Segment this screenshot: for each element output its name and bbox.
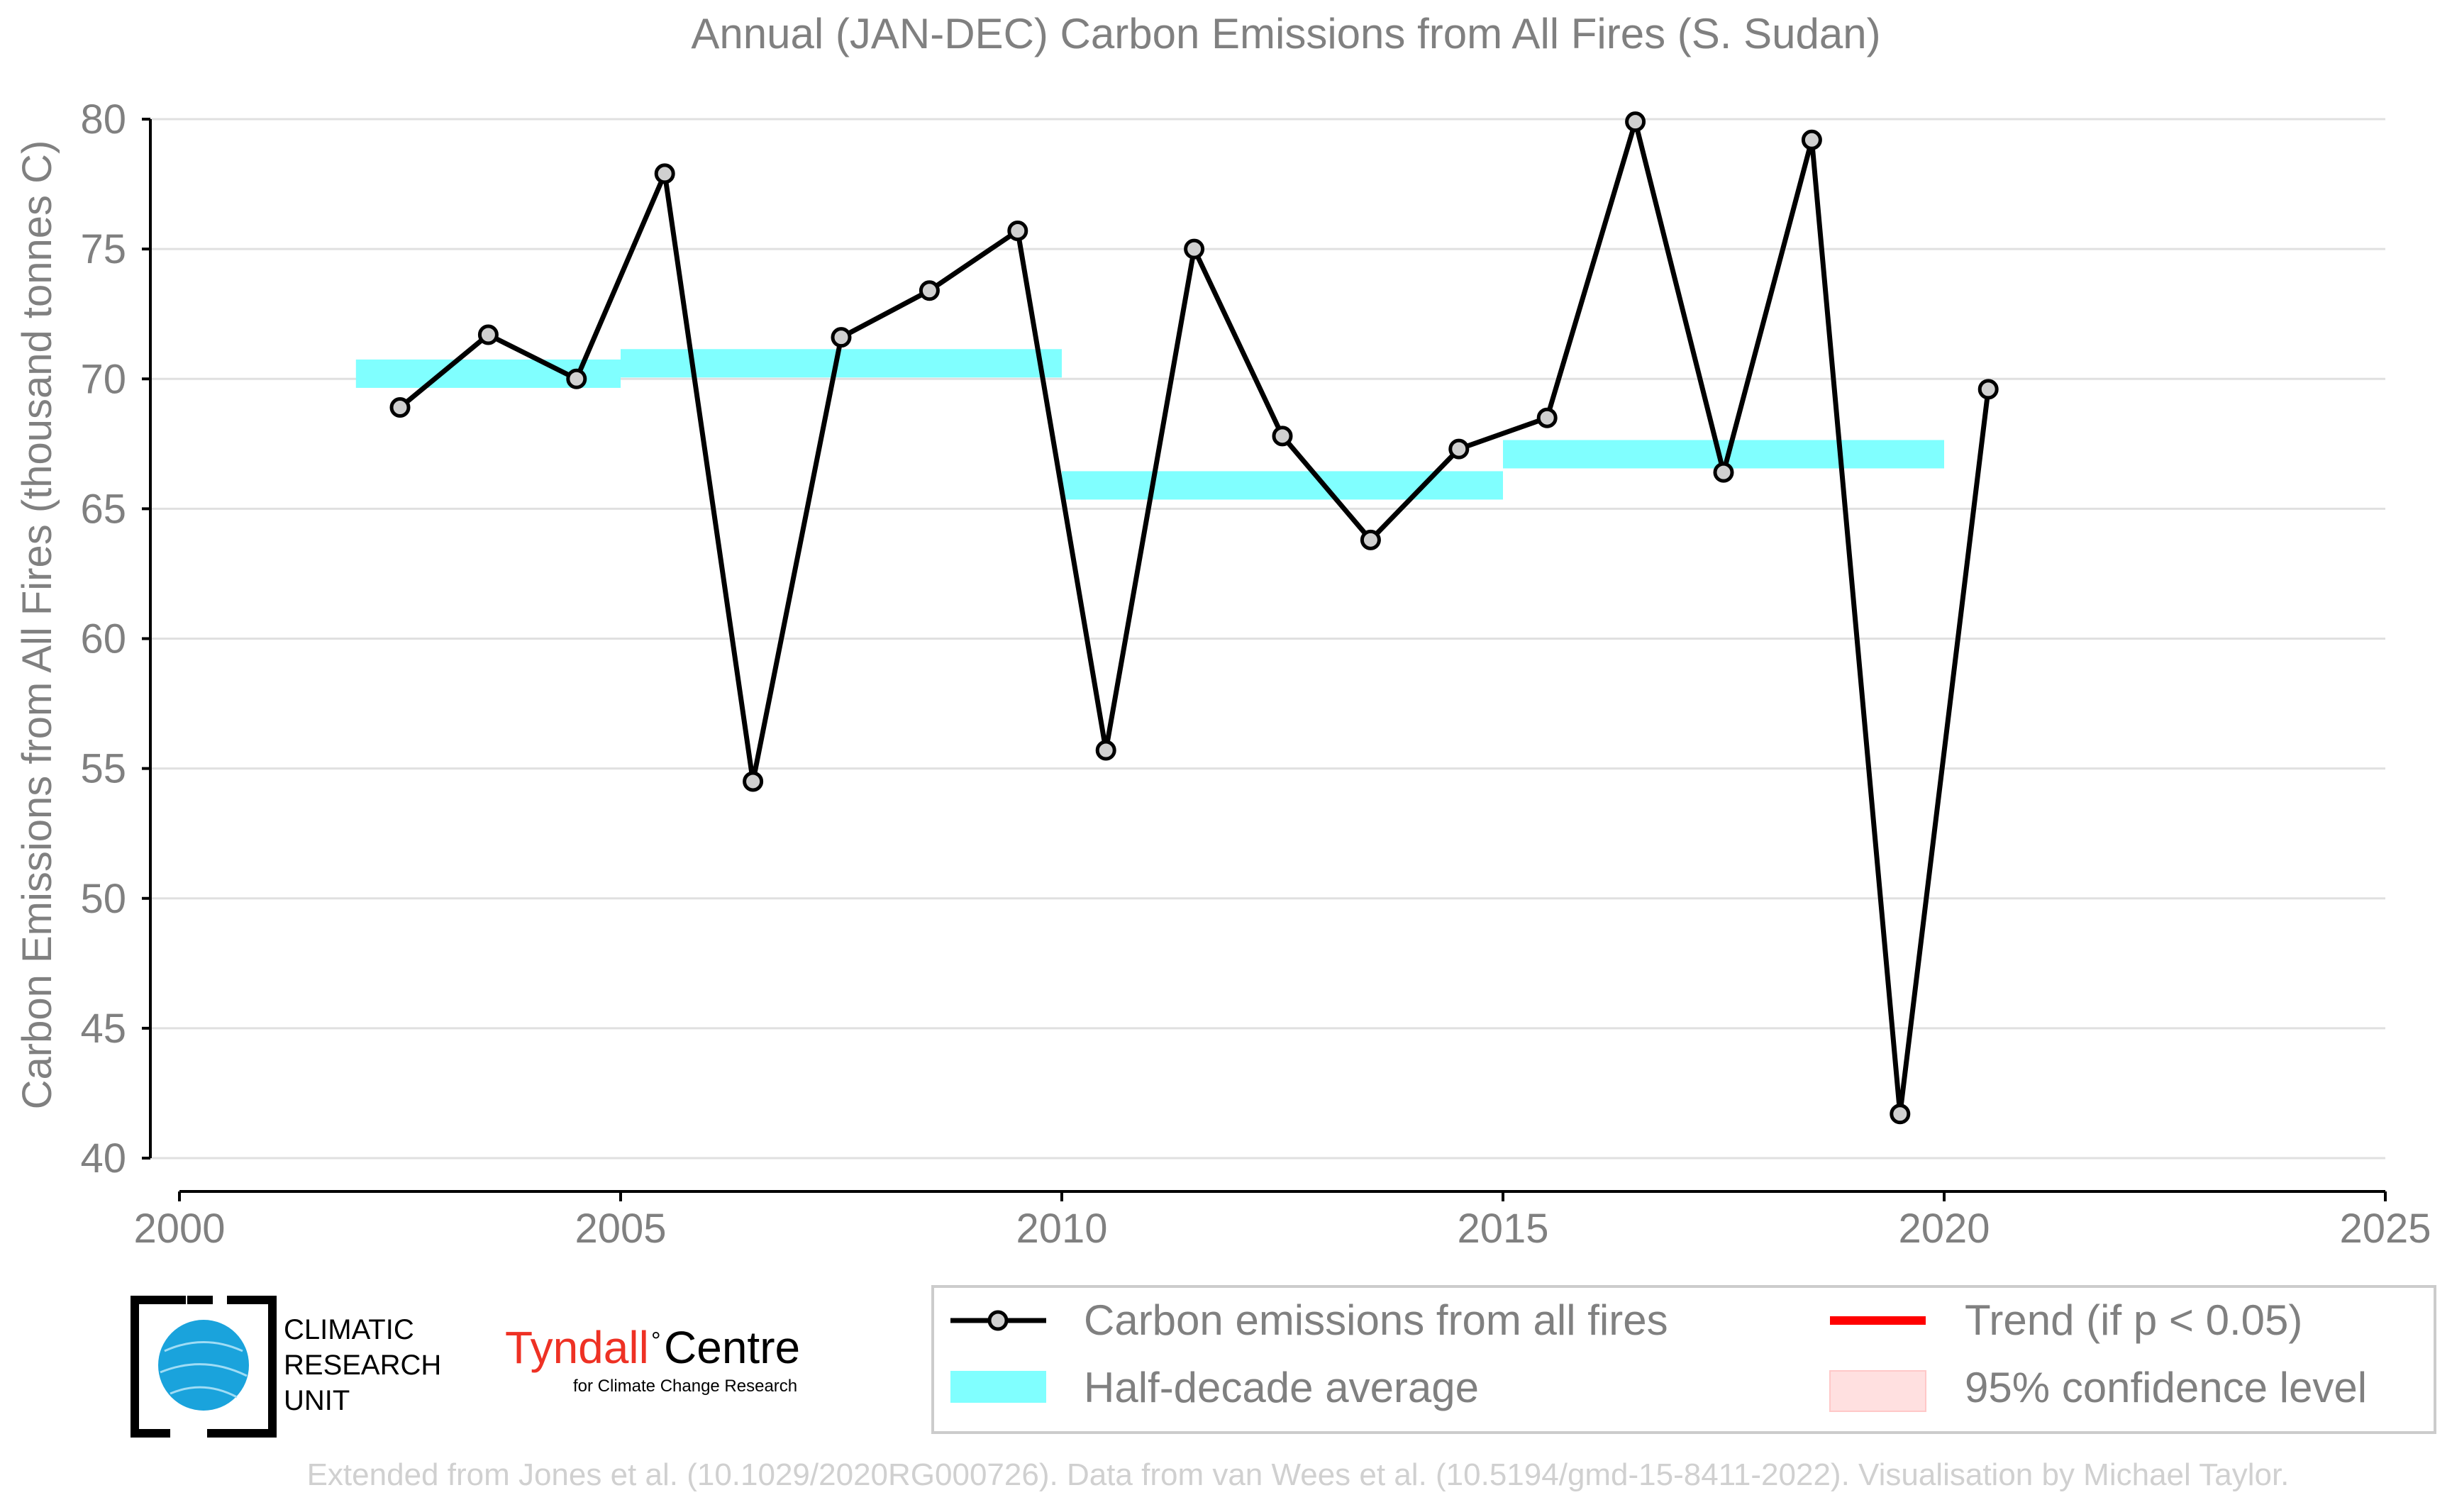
y-tick-label: 70 bbox=[80, 356, 126, 402]
data-point bbox=[1801, 129, 1822, 150]
grid-lines bbox=[150, 118, 2385, 1160]
legend-label-trend: Trend (if p < 0.05) bbox=[1965, 1296, 2302, 1344]
legend-emissions-marker-icon bbox=[987, 1310, 1009, 1331]
legend-frame bbox=[931, 1285, 2436, 1434]
data-point bbox=[1713, 462, 1734, 483]
tyndall-logo-main-black: Centre bbox=[664, 1322, 800, 1373]
data-point bbox=[1095, 740, 1116, 761]
x-tick-label: 2010 bbox=[1016, 1206, 1107, 1252]
chart-title: Annual (JAN-DEC) Carbon Emissions from A… bbox=[691, 10, 1880, 57]
tyndall-logo-sub: for Climate Change Research bbox=[573, 1377, 797, 1396]
y-axis-label: Carbon Emissions from All Fires (thousan… bbox=[14, 140, 60, 1110]
half-decade-band bbox=[1062, 471, 1503, 500]
legend-label-half-decade: Half-decade average bbox=[1084, 1364, 1479, 1411]
data-point bbox=[477, 324, 499, 345]
y-tick-label: 65 bbox=[80, 486, 126, 532]
half-decade-band bbox=[621, 349, 1062, 378]
y-tick-label: 40 bbox=[80, 1135, 126, 1182]
cru-logo-text: CLIMATIC RESEARCH UNIT bbox=[284, 1314, 449, 1416]
emissions-line bbox=[398, 119, 1991, 1117]
data-point bbox=[1625, 111, 1646, 133]
legend: Carbon emissions from all fires Trend (i… bbox=[931, 1285, 2436, 1434]
x-tick-label: 2020 bbox=[1898, 1206, 1990, 1252]
data-point bbox=[1184, 238, 1205, 260]
x-tick-label: 2015 bbox=[1457, 1206, 1548, 1252]
data-point bbox=[743, 771, 764, 792]
svg-text:°: ° bbox=[651, 1328, 661, 1355]
axes: 40 45 50 55 60 65 70 75 80 2000 2005 2010 2015 2020 20… bbox=[80, 96, 2431, 1252]
x-tick-label: 2025 bbox=[2339, 1206, 2431, 1252]
data-point bbox=[566, 368, 587, 389]
emissions-series bbox=[389, 111, 1999, 1125]
data-point bbox=[1360, 529, 1381, 550]
data-point bbox=[389, 397, 411, 418]
y-tick-label: 75 bbox=[80, 226, 126, 272]
cru-logo-bracket-left-icon bbox=[131, 1296, 186, 1438]
legend-label-emissions: Carbon emissions from all fires bbox=[1084, 1296, 1668, 1344]
legend-label-confidence: 95% confidence level bbox=[1965, 1364, 2367, 1411]
y-tick-label: 80 bbox=[80, 96, 126, 143]
data-point bbox=[1536, 407, 1558, 428]
tyndall-logo-main-red: Tyndall bbox=[505, 1322, 649, 1373]
data-point bbox=[1007, 220, 1028, 241]
data-point bbox=[1890, 1104, 1911, 1125]
credit-text: Extended from Jones et al. (10.1029/2020… bbox=[307, 1457, 2290, 1492]
data-point bbox=[919, 280, 940, 301]
cru-logo-bracket-right-icon bbox=[207, 1296, 277, 1438]
cru-logo: CLIMATIC RESEARCH UNIT bbox=[131, 1296, 449, 1438]
data-point bbox=[1977, 379, 1999, 400]
data-point bbox=[1272, 426, 1293, 447]
y-tick-label: 55 bbox=[80, 746, 126, 792]
legend-confidence-patch-icon bbox=[1829, 1370, 1926, 1412]
data-point bbox=[831, 327, 852, 348]
x-tick-label: 2005 bbox=[575, 1206, 666, 1252]
legend-half-decade-patch-icon bbox=[950, 1371, 1046, 1403]
y-tick-label: 60 bbox=[80, 616, 126, 662]
half-decade-average-bands bbox=[355, 349, 1944, 500]
data-point bbox=[654, 163, 675, 184]
x-tick-label: 2000 bbox=[133, 1206, 225, 1252]
y-tick-label: 50 bbox=[80, 876, 126, 922]
tyndall-logo: Tyndall ° Centre for Climate Change Rese… bbox=[505, 1322, 800, 1396]
y-tick-label: 45 bbox=[80, 1006, 126, 1052]
data-point bbox=[1448, 438, 1470, 460]
